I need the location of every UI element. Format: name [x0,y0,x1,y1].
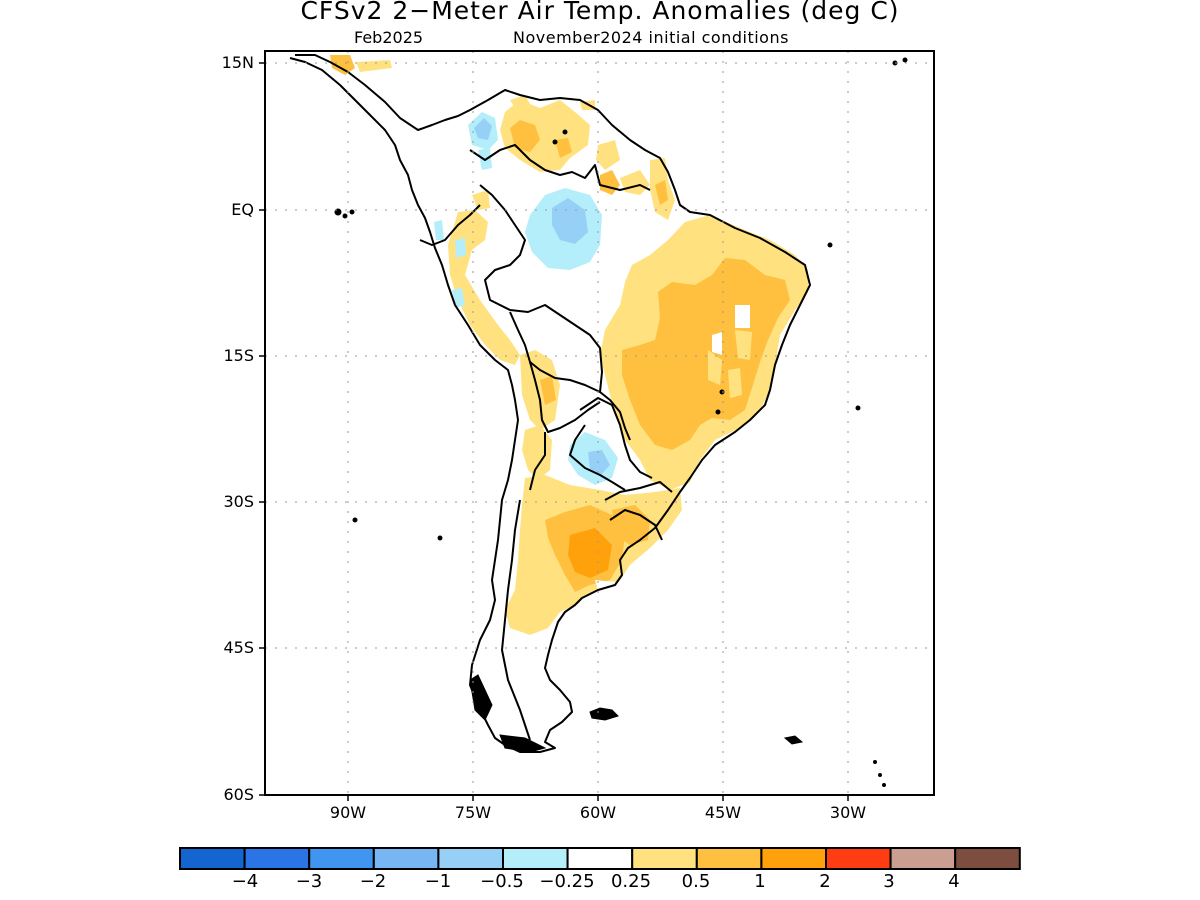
coastlines [289,54,811,753]
colorbar-label: 2 [819,871,831,892]
colorbar-swatch [760,847,828,870]
colorbar-label: −1 [424,871,452,892]
anomaly-shading [330,55,808,635]
map-frame [264,50,935,796]
axis-ticks [259,62,849,801]
colorbar-swatch [372,847,440,870]
colorbar [179,847,1021,870]
colorbar-swatch [954,847,1021,870]
colorbar-swatch [566,847,634,870]
colorbar-swatch [179,847,246,870]
colorbar-swatch [889,847,957,870]
colorbar-label: 0.5 [681,871,711,892]
colorbar-label: 1 [754,871,766,892]
colorbar-swatch [308,847,375,870]
lat-label-15s: 15S [223,346,254,365]
lat-label-60s: 60S [223,785,254,804]
lon-label-30w: 30W [829,803,867,822]
colorbar-label: −2 [359,871,387,892]
lon-label-75w: 75W [454,803,492,822]
colorbar-label: 4 [948,871,960,892]
colorbar-swatch [825,847,892,870]
target-month-label: Feb2025 [354,28,424,47]
colorbar-swatch [631,847,698,870]
initial-conditions-label: November2024 initial conditions [513,28,789,47]
colorbar-label: −0.25 [539,871,595,892]
lat-lon-grid [265,51,934,795]
colorbar-label: −0.5 [480,871,524,892]
map-title: CFSv2 2−Meter Air Temp. Anomalies (deg C… [300,0,900,25]
colorbar-label: 0.25 [610,871,652,892]
lat-label-45s: 45S [223,638,254,657]
lat-label-30s: 30S [223,492,254,511]
colorbar-swatch [502,847,569,870]
colorbar-label: −4 [231,871,259,892]
colorbar-label: 3 [883,871,895,892]
islands [334,57,908,787]
colorbar-label: −3 [295,871,323,892]
lon-label-90w: 90W [329,803,367,822]
colorbar-swatch [243,847,311,870]
lat-label-15n: 15N [221,53,254,72]
colorbar-swatch [695,847,763,870]
lon-label-60w: 60W [579,803,617,822]
lon-label-45w: 45W [704,803,742,822]
lat-label-eq: EQ [231,200,254,219]
colorbar-swatch [437,847,504,870]
